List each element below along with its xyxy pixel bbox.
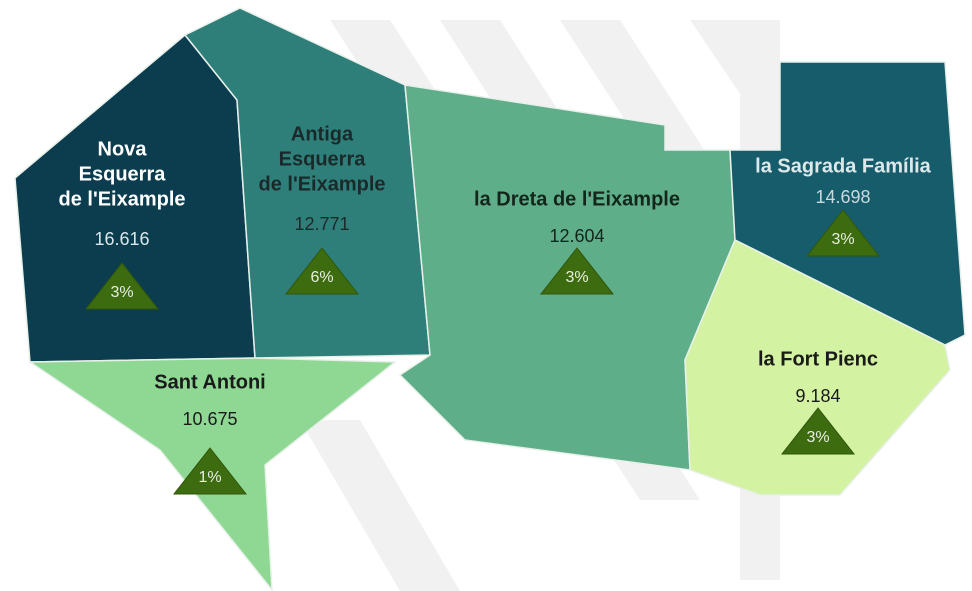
change-badge <box>84 262 160 310</box>
change-badge <box>284 247 360 295</box>
district-value: 12.604 <box>549 226 604 246</box>
district-value: 14.698 <box>815 187 870 207</box>
district-name: Sant Antoni <box>154 371 265 393</box>
district-name: Esquerra <box>279 148 367 170</box>
district-name: Esquerra <box>79 163 167 185</box>
change-value: 3% <box>806 429 829 446</box>
district-value: 10.675 <box>182 409 237 429</box>
district <box>684 238 951 496</box>
change-value: 3% <box>110 284 133 301</box>
district-name: la Sagrada Família <box>755 155 932 177</box>
district-name: Antiga <box>291 123 354 145</box>
district-value: 16.616 <box>94 229 149 249</box>
change-badge <box>539 247 615 295</box>
change-badge <box>172 447 248 495</box>
district-name: de l'Eixample <box>258 173 385 195</box>
district-name: Nova <box>98 138 148 160</box>
change-badge <box>780 407 856 455</box>
change-value: 3% <box>565 269 588 286</box>
change-badge <box>805 209 881 257</box>
district-name: de l'Eixample <box>58 188 185 210</box>
change-value: 6% <box>310 269 333 286</box>
district-name: la Fort Pienc <box>758 348 878 370</box>
change-value: 1% <box>198 469 221 486</box>
change-value: 3% <box>831 231 854 248</box>
district-name: la Dreta de l'Eixample <box>474 188 680 210</box>
district-value: 12.771 <box>294 214 349 234</box>
district-value: 9.184 <box>795 386 840 406</box>
